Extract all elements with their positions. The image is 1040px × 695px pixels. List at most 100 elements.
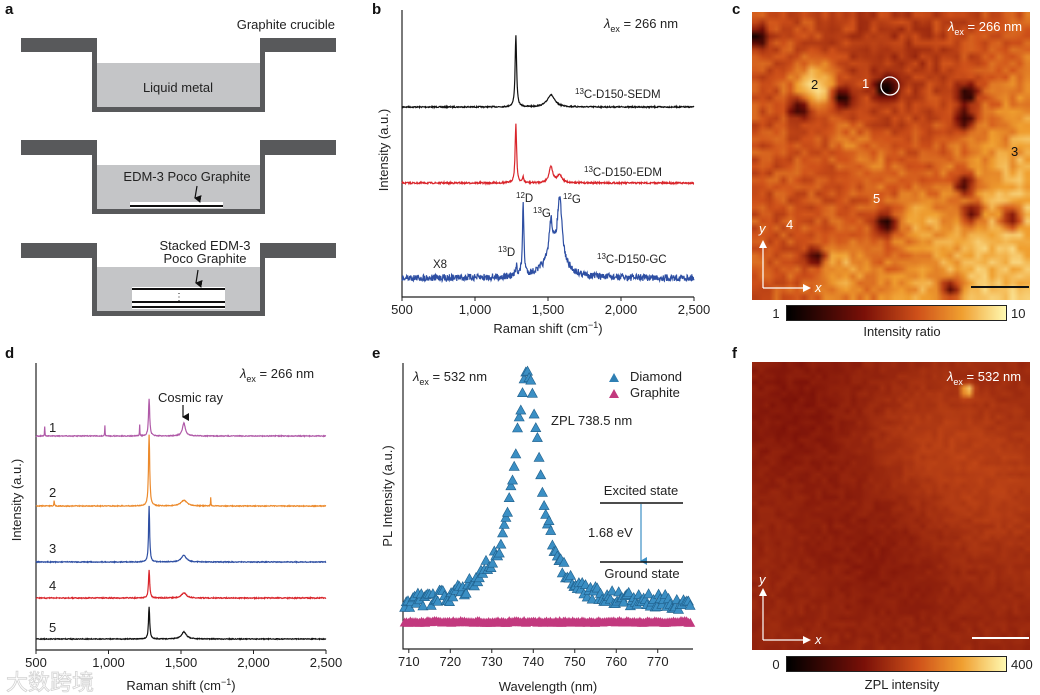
ground-state-label: Ground state [604, 566, 679, 581]
y-axis-label-b: Intensity (a.u.) [376, 109, 391, 191]
x-ticks-b: 500 1,000 1,500 2,000 2,500 [391, 297, 710, 317]
trace-label-2: 2 [49, 485, 56, 500]
marker-diamond [618, 596, 630, 607]
marker-diamond [535, 469, 547, 480]
trace-label-5: 5 [49, 620, 56, 635]
panel-f-overlays: λex = 532 nm y x 0 400 ZPL intensity [758, 369, 1033, 692]
trace-label-4: 4 [49, 578, 56, 593]
marker-diamond [533, 451, 545, 462]
x-tick-label: 750 [564, 654, 586, 669]
series-label-gc: 13C-D150-GC [597, 252, 667, 266]
marker-diamond [495, 538, 507, 549]
x-tick-label: 770 [647, 654, 669, 669]
multiplier-label: X8 [433, 259, 447, 271]
panel-e-pl-chart: 710 720 730 740 750 760 770 Wavelength (nm) PL… [380, 363, 696, 694]
marker-diamond [558, 556, 570, 567]
series-label-edm: 13C-D150-EDM [584, 165, 662, 179]
marker-diamond [417, 600, 429, 611]
colorbar-min-f: 0 [772, 657, 779, 672]
trace-label-3: 3 [49, 541, 56, 556]
marker-diamond [497, 527, 509, 538]
marker-diamond [623, 586, 635, 597]
peak-label-12g: 12G [563, 192, 581, 206]
spectrum-2 [35, 434, 327, 508]
peak-label-12d: 12D [516, 191, 533, 205]
marker-diamond [447, 591, 459, 602]
colorbar-c [786, 305, 1007, 321]
panel-a-schematic: Graphite crucible Liquid metal EDM-3 Poc… [21, 17, 336, 316]
marker-diamond [525, 374, 537, 385]
point-label-3: 3 [1011, 144, 1018, 159]
traces-b [401, 35, 695, 284]
point-label-2: 2 [811, 77, 818, 92]
marker-diamond [531, 431, 543, 442]
x-tick-label: 760 [605, 654, 627, 669]
stack-dots: ⋮ [174, 292, 184, 303]
panel-label-b: b [372, 1, 381, 18]
x-tick-label: 720 [439, 654, 461, 669]
axis-y-label-f: y [758, 572, 767, 587]
colorbar-max-f: 400 [1011, 657, 1033, 672]
trace-labels-d: 1 2 3 4 5 [49, 420, 56, 635]
marker-diamond [543, 515, 555, 525]
x-tick-label: 1,000 [459, 302, 492, 317]
watermark: 大数跨境 [6, 670, 94, 695]
marker-diamond [501, 506, 514, 517]
marker-diamond [516, 387, 529, 397]
markers-e [399, 365, 696, 627]
axis-y-label-c: y [758, 221, 767, 236]
y-axis-label-d: Intensity (a.u.) [9, 459, 24, 541]
crucible-3: ⋮ Stacked EDM-3 Poco Graphite [21, 238, 336, 316]
marker-diamond [513, 411, 525, 422]
excitation-label-c: λex = 266 nm [947, 19, 1022, 37]
marker-diamond [503, 492, 515, 502]
marker-diamond [540, 508, 552, 519]
legend-marker-diamond [609, 373, 619, 382]
excitation-label-d: λex = 266 nm [239, 366, 314, 384]
liquid-metal-fill [97, 63, 260, 108]
marker-graphite [685, 617, 696, 627]
arrow-icon [194, 185, 202, 203]
cosmic-ray-label: Cosmic ray [158, 390, 224, 405]
heatmap-zpl-intensity [752, 362, 1030, 650]
marker-diamond [460, 587, 472, 598]
marker-diamond [538, 499, 550, 510]
marker-diamond [487, 557, 499, 568]
axis-x-label-f: x [814, 632, 822, 647]
marker-diamond [493, 547, 505, 558]
peak-label-13d: 13D [498, 245, 515, 259]
excited-state-label: Excited state [604, 483, 678, 498]
excitation-label-b: λex = 266 nm [603, 16, 678, 34]
marker-diamond [526, 387, 538, 398]
panel-d-raman-chart: 500 1,000 1,500 2,000 2,500 Raman shift (cm−… [9, 363, 342, 693]
marker-diamond [530, 422, 542, 432]
x-tick-label: 740 [522, 654, 544, 669]
x-axis-label-e: Wavelength (nm) [499, 679, 598, 694]
arrow-icon [195, 269, 203, 288]
y-axis-label-e: PL Intensity (a.u.) [380, 445, 395, 546]
spectrum-4 [35, 569, 327, 601]
marker-diamond [606, 585, 618, 596]
marker-diamond [505, 480, 517, 491]
crucible-2: EDM-3 Poco Graphite [21, 140, 336, 214]
crucible-wall [21, 140, 336, 214]
excitation-label-f: λex = 532 nm [946, 369, 1021, 387]
axes-e [402, 363, 693, 650]
colorbar-f [786, 656, 1007, 672]
x-tick-label: 1,500 [165, 655, 198, 670]
marker-diamond [506, 474, 519, 485]
panel-label-d: d [5, 345, 14, 362]
axis-x-label-c: x [814, 280, 822, 295]
marker-diamond [528, 408, 540, 419]
stacked-plates [132, 287, 225, 309]
spectrum-1 [35, 398, 327, 438]
colorbar-label-c: Intensity ratio [863, 324, 940, 339]
colorbar-min-c: 1 [772, 306, 779, 321]
point-label-4: 4 [786, 217, 793, 232]
panel-label-e: e [372, 345, 380, 362]
selected-point-circle [880, 76, 900, 96]
colorbar-max-c: 10 [1011, 306, 1025, 321]
liquid-metal-label: Liquid metal [143, 80, 213, 95]
